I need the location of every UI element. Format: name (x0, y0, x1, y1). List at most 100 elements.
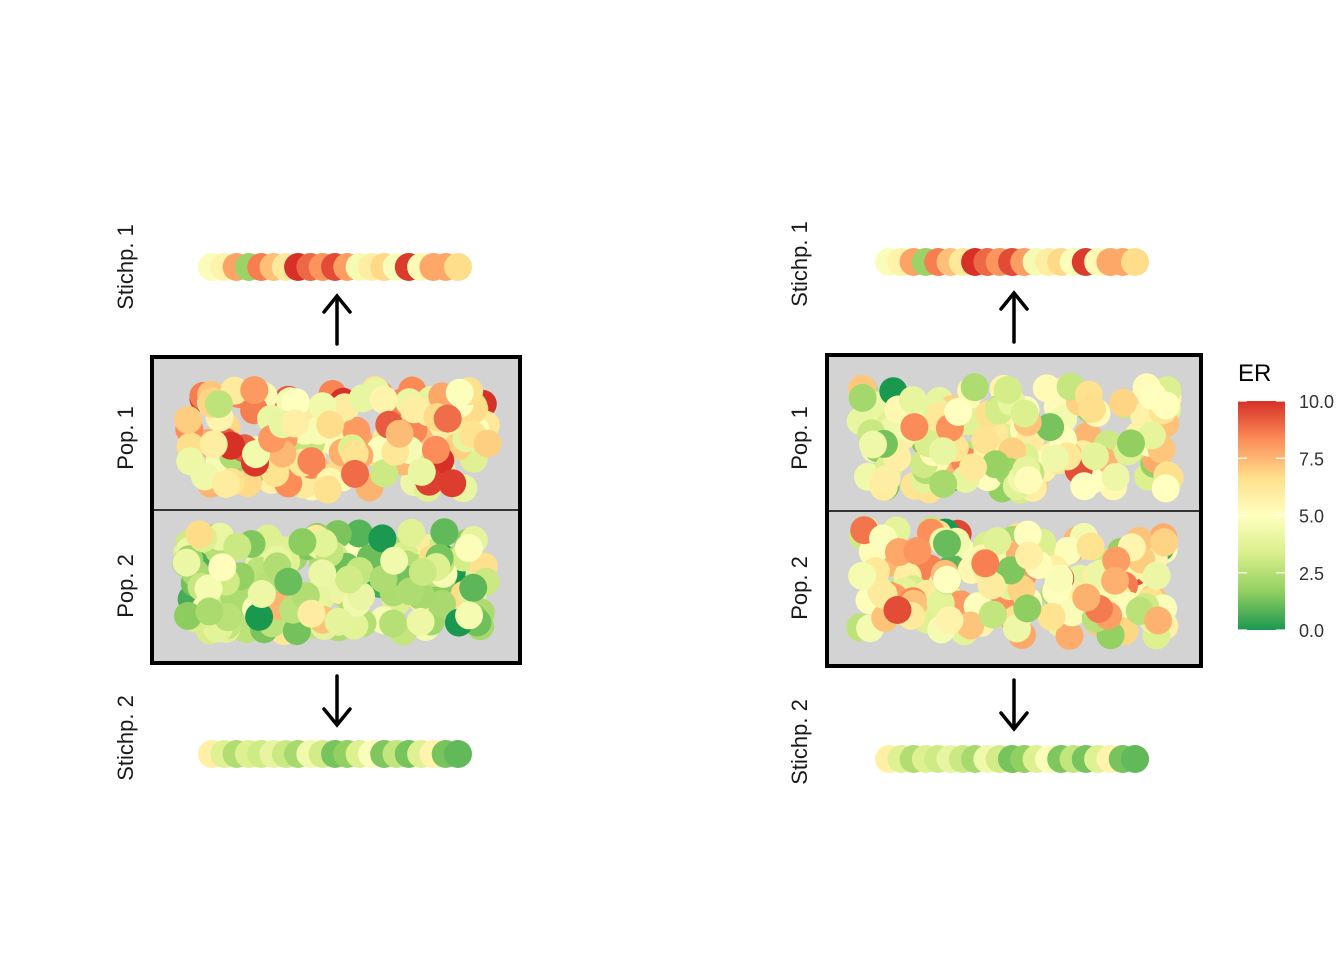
down-arrow (999, 678, 1029, 732)
population-point (176, 447, 205, 476)
population-point (368, 524, 397, 553)
population-point (848, 561, 877, 590)
legend-title: ER (1238, 360, 1271, 387)
population-point (993, 376, 1022, 404)
population-point (379, 609, 408, 638)
population-point (960, 373, 989, 402)
population-point (313, 475, 342, 504)
population-point (274, 567, 303, 596)
population-point (977, 571, 1006, 600)
sample-point (444, 253, 472, 281)
population-point (421, 435, 450, 464)
population-point (933, 529, 961, 558)
population-point (397, 518, 426, 547)
population-point (903, 537, 932, 565)
population-point (1036, 413, 1065, 442)
population-point (1078, 394, 1106, 423)
population-point (455, 601, 484, 630)
population-point (172, 548, 201, 577)
population-point (929, 437, 958, 466)
population-point (212, 470, 240, 498)
sample-point (1121, 248, 1149, 276)
population-point (848, 383, 877, 412)
population-point (1070, 472, 1099, 501)
legend-tick-label: 0.0 (1299, 621, 1324, 641)
sample-2-label: Stichp. 2 (787, 699, 812, 785)
population-2-points (172, 518, 500, 646)
population-point (1045, 564, 1074, 593)
color-legend: ER 0.0 2.5 5.0 7.5 10.0 (1238, 360, 1334, 641)
population-point (1010, 399, 1039, 428)
population-point (433, 404, 462, 433)
population-point (245, 602, 274, 631)
population-point (340, 439, 369, 468)
population-point (174, 405, 203, 434)
population-point (1150, 528, 1179, 557)
population-point (1041, 444, 1069, 473)
population-point (872, 464, 901, 493)
population-point (385, 419, 414, 448)
population-point (1101, 462, 1130, 491)
population-point (1015, 541, 1044, 570)
population-point (174, 601, 202, 630)
population-point (1144, 606, 1173, 635)
population-point (297, 599, 326, 628)
population-point (380, 546, 409, 575)
up-arrow (999, 290, 1029, 344)
population-point (978, 600, 1007, 629)
legend-ticks: 0.0 2.5 5.0 7.5 10.0 (1238, 392, 1334, 641)
population-point (369, 385, 398, 414)
population-point (240, 376, 269, 405)
legend-tick-label: 5.0 (1299, 507, 1324, 527)
population-point (929, 469, 958, 498)
sample-1-label: Stichp. 1 (113, 224, 138, 310)
population-point (430, 518, 459, 547)
population-point (247, 580, 276, 608)
population-point (1102, 546, 1131, 575)
population-point (1076, 532, 1105, 561)
population-1-points (846, 372, 1184, 504)
population-point (473, 429, 502, 458)
population-point (370, 459, 399, 488)
population-point (959, 453, 987, 482)
sample-point (444, 740, 472, 768)
population-point (1117, 429, 1145, 458)
population-1-label: Pop. 1 (113, 406, 138, 470)
population-point (971, 549, 1000, 578)
population-2-label: Pop. 2 (113, 554, 138, 618)
population-point (208, 553, 237, 582)
population-point (297, 447, 326, 476)
population-point (1032, 374, 1061, 403)
population-point (983, 527, 1012, 556)
sample-2-points (875, 745, 1149, 773)
population-point (445, 378, 474, 407)
down-arrow (322, 674, 352, 728)
legend-tick-label: 7.5 (1299, 449, 1324, 469)
population-point (981, 450, 1010, 479)
population-point (195, 597, 224, 626)
population-point (1101, 566, 1130, 595)
population-point (185, 520, 214, 549)
population-point (1138, 382, 1167, 411)
population-point (956, 611, 985, 640)
population-point (309, 529, 338, 558)
population-point (971, 425, 1000, 454)
panel-left: Stichp. 1 Pop. 1 Pop. 2 Stichp. 2 (113, 224, 522, 781)
population-point (1072, 583, 1101, 612)
population-point (1055, 621, 1084, 650)
population-2-points (846, 516, 1179, 650)
population-point (308, 559, 337, 588)
population-point (900, 413, 929, 442)
population-point (194, 574, 223, 603)
population-point (406, 607, 435, 636)
population-point (935, 606, 964, 635)
population-point (348, 384, 377, 413)
population-point (859, 430, 887, 459)
population-point (400, 395, 428, 424)
population-point (1037, 602, 1066, 631)
population-point (933, 565, 962, 594)
population-point (408, 558, 437, 586)
population-point (324, 607, 353, 636)
population-point (341, 459, 369, 488)
population-point (1013, 594, 1042, 623)
